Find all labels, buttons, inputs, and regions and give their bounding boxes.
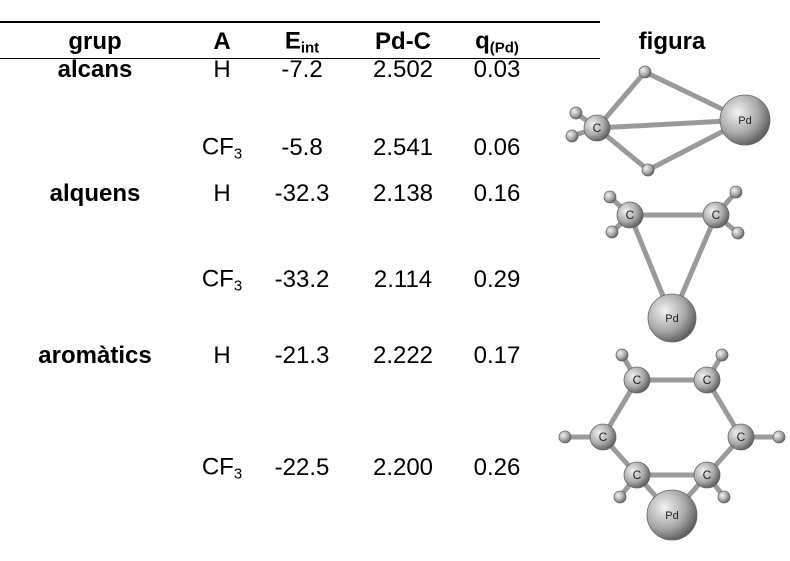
q-cell: 0.29 xyxy=(474,266,521,294)
e-cell: -5.8 xyxy=(281,134,322,162)
atom-label: C xyxy=(633,373,642,387)
subscript: 3 xyxy=(234,278,242,295)
value: 0.29 xyxy=(474,266,521,293)
atom-label: Pd xyxy=(665,313,678,325)
q-cell: 0.26 xyxy=(474,454,521,482)
atom xyxy=(716,349,728,361)
value: 2.541 xyxy=(373,134,433,161)
a-cell: CF3 xyxy=(202,266,242,295)
value: -32.3 xyxy=(275,180,330,207)
subscript: (Pd) xyxy=(490,40,519,57)
group: alcans xyxy=(58,56,133,83)
header-cell: grup xyxy=(68,28,121,56)
a-cell: CF3 xyxy=(202,454,242,483)
value: -5.8 xyxy=(281,134,322,161)
atom xyxy=(642,164,654,176)
value: 2.222 xyxy=(373,342,433,369)
atom-label: Pd xyxy=(665,510,678,522)
a-cell: H xyxy=(213,342,230,370)
group: alquens xyxy=(50,180,141,207)
q-cell: 0.17 xyxy=(474,342,521,370)
q-cell: 0.06 xyxy=(474,134,521,162)
value: -7.2 xyxy=(281,56,322,83)
text: Pd-C xyxy=(375,28,431,55)
e-cell: -21.3 xyxy=(275,342,330,370)
atom-label: C xyxy=(703,468,712,482)
text: CF xyxy=(202,454,234,481)
header-cell: figura xyxy=(639,28,706,56)
atom xyxy=(566,130,578,142)
group-cell: alquens xyxy=(50,180,141,208)
value: 0.06 xyxy=(474,134,521,161)
group-cell: aromàtics xyxy=(38,342,151,370)
pdc-cell: 2.541 xyxy=(373,134,433,162)
a-cell: H xyxy=(213,56,230,84)
atom-label: Pd xyxy=(738,115,751,127)
group: aromàtics xyxy=(38,342,151,369)
value: 0.17 xyxy=(474,342,521,369)
header-cell: q(Pd) xyxy=(475,28,519,57)
pdc-cell: 2.200 xyxy=(373,454,433,482)
atom xyxy=(559,431,571,443)
value: 2.114 xyxy=(374,266,432,293)
atom xyxy=(616,349,628,361)
text: q xyxy=(475,28,490,55)
atom xyxy=(570,107,582,119)
pdc-cell: 2.114 xyxy=(374,266,432,294)
text: CF xyxy=(202,266,234,293)
pdc-cell: 2.222 xyxy=(373,342,433,370)
subscript: int xyxy=(301,40,319,57)
e-cell: -32.3 xyxy=(275,180,330,208)
value: -33.2 xyxy=(275,266,330,293)
subscript: 3 xyxy=(234,466,242,483)
value: 2.502 xyxy=(373,56,433,83)
a-cell: H xyxy=(213,180,230,208)
value: 0.26 xyxy=(474,454,521,481)
atom-label: C xyxy=(633,468,642,482)
pdc-cell: 2.138 xyxy=(373,180,433,208)
atom-label: C xyxy=(712,208,721,222)
subscript: 3 xyxy=(234,146,242,163)
q-cell: 0.16 xyxy=(474,180,521,208)
text: H xyxy=(213,180,230,207)
text: H xyxy=(213,56,230,83)
header-cell: Pd-C xyxy=(375,28,431,56)
atom xyxy=(718,491,730,503)
atom xyxy=(773,431,785,443)
atom xyxy=(614,491,626,503)
e-cell: -22.5 xyxy=(275,454,330,482)
text: figura xyxy=(639,28,706,55)
atom xyxy=(639,66,651,78)
atom-label: C xyxy=(599,430,608,444)
value: 2.138 xyxy=(373,180,433,207)
value: -22.5 xyxy=(275,454,330,481)
text: grup xyxy=(68,28,121,55)
value: -21.3 xyxy=(275,342,330,369)
e-cell: -7.2 xyxy=(281,56,322,84)
atom xyxy=(606,226,618,238)
pdc-cell: 2.502 xyxy=(373,56,433,84)
value: 0.16 xyxy=(474,180,521,207)
value: 0.03 xyxy=(474,56,521,83)
group-cell: alcans xyxy=(58,56,133,84)
atom xyxy=(730,186,742,198)
atom-label: C xyxy=(593,121,602,135)
header-cell: A xyxy=(213,28,230,56)
a-cell: CF3 xyxy=(202,134,242,163)
atom xyxy=(604,191,616,203)
text: E xyxy=(285,28,301,55)
header-cell: Eint xyxy=(285,28,319,57)
value: 2.200 xyxy=(373,454,433,481)
atom-label: C xyxy=(737,430,746,444)
atom-label: C xyxy=(703,373,712,387)
text: H xyxy=(213,342,230,369)
text: A xyxy=(213,28,230,55)
text: CF xyxy=(202,134,234,161)
atom-label: C xyxy=(626,208,635,222)
q-cell: 0.03 xyxy=(474,56,521,84)
atom xyxy=(732,227,744,239)
e-cell: -33.2 xyxy=(275,266,330,294)
page: C Pd C C Pd C C C C C C Pd grup A Eint Pd-C q(Pd) figura… xyxy=(0,0,790,561)
